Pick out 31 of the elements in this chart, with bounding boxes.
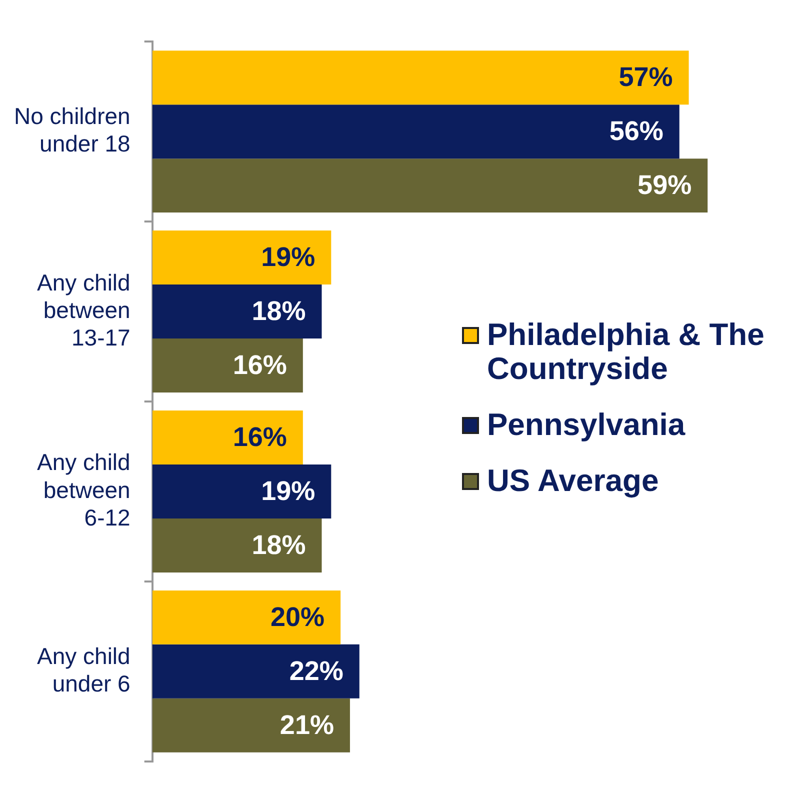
legend-label: Philadelphia & The Countryside bbox=[487, 317, 766, 386]
legend-label: US Average bbox=[487, 463, 659, 498]
bar bbox=[152, 104, 680, 159]
data-label: 16% bbox=[232, 422, 287, 452]
bar bbox=[152, 338, 303, 393]
bar bbox=[152, 284, 322, 339]
bar bbox=[152, 158, 708, 213]
data-label: 16% bbox=[232, 350, 287, 380]
bar bbox=[152, 644, 360, 698]
bar bbox=[152, 698, 350, 752]
data-label: 22% bbox=[289, 656, 344, 686]
data-label: 21% bbox=[280, 710, 334, 740]
bar bbox=[152, 410, 303, 464]
data-label: 18% bbox=[252, 530, 306, 560]
y-tick-label: Any child between 13-17 bbox=[37, 269, 130, 350]
bar bbox=[152, 518, 322, 572]
data-label: 56% bbox=[609, 116, 664, 146]
legend-label: Pennsylvania bbox=[487, 407, 686, 442]
data-label: 57% bbox=[618, 62, 673, 92]
bar bbox=[152, 590, 341, 644]
data-label: 19% bbox=[261, 242, 316, 272]
bar bbox=[152, 464, 332, 518]
bar bbox=[152, 50, 689, 105]
data-label: 18% bbox=[252, 296, 306, 326]
y-tick-label: No children under 18 bbox=[14, 103, 130, 157]
y-tick-label: Any child between 6-12 bbox=[37, 449, 130, 530]
bar bbox=[152, 230, 332, 285]
data-label: 20% bbox=[270, 602, 325, 632]
data-label: 59% bbox=[638, 170, 692, 200]
data-label: 19% bbox=[261, 476, 316, 506]
y-tick-label: Any child under 6 bbox=[37, 642, 130, 697]
